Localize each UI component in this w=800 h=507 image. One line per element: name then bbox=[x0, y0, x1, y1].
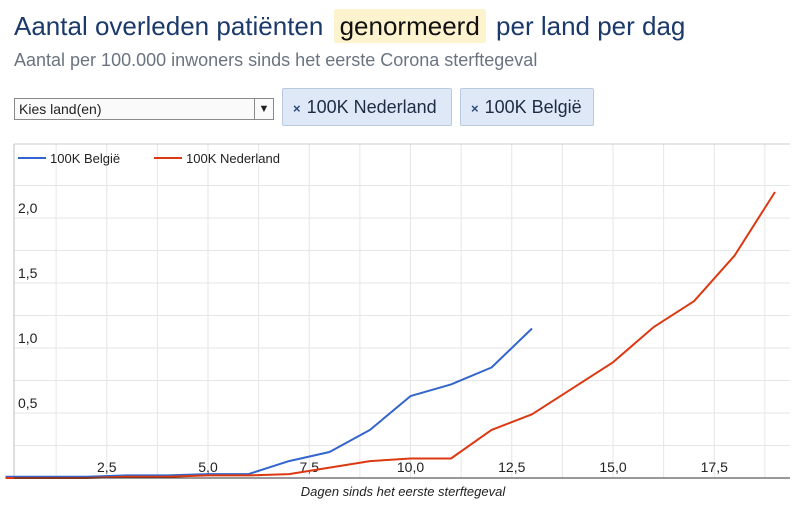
title-text-before: Aantal overleden patiënten bbox=[14, 11, 324, 41]
y-tick-label: 2,0 bbox=[18, 200, 38, 216]
close-icon[interactable]: × bbox=[293, 101, 301, 116]
page-title: Aantal overleden patiënten genormeerd pe… bbox=[14, 6, 685, 46]
chip-label: 100K Nederland bbox=[306, 97, 437, 117]
y-tick-label: 0,5 bbox=[18, 395, 38, 411]
chip-nederland: × 100K Nederland bbox=[282, 88, 452, 126]
close-icon[interactable]: × bbox=[471, 101, 479, 116]
title-highlight: genormeerd bbox=[333, 9, 486, 43]
series-line bbox=[5, 327, 533, 478]
chip-belgie: × 100K België bbox=[460, 88, 594, 126]
chevron-down-icon[interactable]: ▼ bbox=[254, 99, 273, 119]
x-tick-label: 12,5 bbox=[498, 459, 525, 475]
page-subtitle: Aantal per 100.000 inwoners sinds het ee… bbox=[14, 50, 538, 70]
x-tick-label: 10,0 bbox=[397, 459, 424, 475]
x-axis-title: Dagen sinds het eerste sterftegeval bbox=[301, 484, 507, 499]
y-tick-label: 1,0 bbox=[18, 330, 38, 346]
legend-label: 100K België bbox=[50, 151, 120, 166]
legend-label: 100K Nederland bbox=[186, 151, 280, 166]
x-tick-label: 2,5 bbox=[97, 459, 117, 475]
series-line bbox=[5, 191, 776, 479]
x-tick-label: 17,5 bbox=[701, 459, 728, 475]
country-select[interactable]: Kies land(en) ▼ bbox=[14, 98, 274, 120]
x-tick-label: 5,0 bbox=[198, 459, 218, 475]
country-select-value: Kies land(en) bbox=[19, 101, 102, 117]
chip-label: 100K België bbox=[484, 97, 582, 117]
y-tick-label: 1,5 bbox=[18, 265, 38, 281]
title-text-after: per land per dag bbox=[496, 11, 686, 41]
x-tick-label: 15,0 bbox=[599, 459, 626, 475]
